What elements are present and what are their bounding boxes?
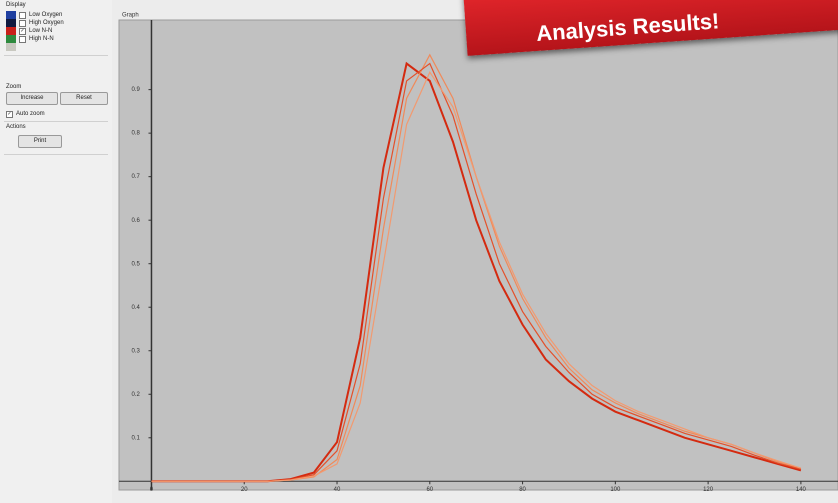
sidebar: Display Low Oxygen High Oxygen ✓ Low N-N Hig… — [0, 0, 112, 503]
x-tick-label: 60 — [426, 487, 433, 493]
x-tick-label: 80 — [519, 487, 526, 493]
y-tick-label: 0.4 — [131, 305, 140, 311]
legend-item: High Oxygen — [6, 19, 64, 27]
separator — [4, 154, 108, 155]
auto-zoom-label: Auto zoom — [16, 111, 45, 117]
y-tick-label: 0.7 — [131, 174, 140, 180]
legend-label: Low N-N — [29, 28, 53, 34]
x-tick-label: 20 — [241, 487, 248, 493]
legend-label: High N-N — [29, 36, 54, 42]
print-button[interactable]: Print — [18, 135, 62, 148]
zoom-title: Zoom — [6, 84, 22, 90]
checkbox[interactable]: ✓ — [19, 27, 26, 35]
y-tick-label: 0.1 — [131, 435, 140, 441]
swatch — [6, 19, 16, 27]
x-tick-label: 140 — [796, 487, 807, 493]
y-tick-label: 0.5 — [131, 261, 140, 267]
y-tick-label: 0.6 — [131, 218, 140, 224]
legend-item: Low Oxygen — [6, 11, 62, 19]
graph-title: Graph — [122, 13, 139, 19]
series-line — [151, 70, 802, 482]
checkbox[interactable]: ✓ — [6, 110, 13, 118]
x-tick-label: 100 — [610, 487, 621, 493]
legend-label: High Oxygen — [29, 20, 64, 26]
x-tick-label: 120 — [703, 487, 714, 493]
swatch — [6, 35, 16, 43]
swatch — [6, 27, 16, 35]
legend-label: Low Oxygen — [29, 12, 63, 18]
x-tick-label: 40 — [334, 487, 341, 493]
plot-area — [118, 19, 838, 491]
swatch — [6, 43, 16, 51]
checkbox[interactable] — [19, 11, 26, 19]
checkbox[interactable] — [19, 19, 26, 27]
legend-item: High N-N — [6, 35, 54, 43]
actions-title: Actions — [6, 124, 26, 130]
legend-item: ✓ Low N-N — [6, 27, 52, 35]
x-tick-label: 0 — [150, 487, 154, 493]
separator — [4, 55, 108, 56]
separator — [4, 121, 108, 122]
y-tick-label: 0.9 — [131, 87, 140, 93]
zoom-button[interactable]: Increase — [6, 92, 58, 105]
swatch — [6, 11, 16, 19]
zoom-button[interactable]: Reset — [60, 92, 108, 105]
y-tick-label: 0.8 — [131, 131, 140, 137]
y-tick-label: 0.2 — [131, 392, 140, 398]
y-tick-label: 0.3 — [131, 348, 140, 354]
checkbox[interactable] — [19, 35, 26, 43]
display-title: Display — [6, 2, 26, 8]
